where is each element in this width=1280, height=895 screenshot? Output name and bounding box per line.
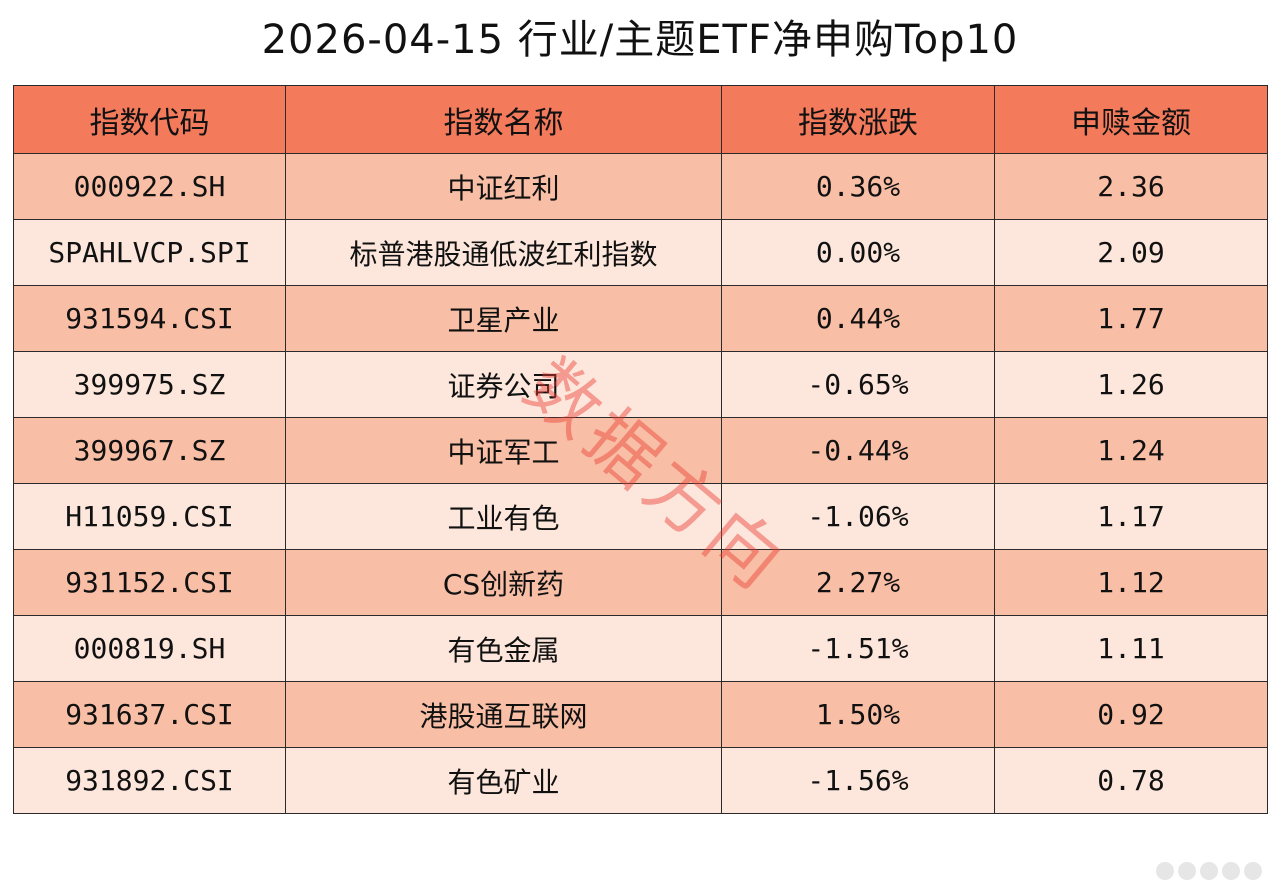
index-code-cell: 399967.SZ: [13, 417, 286, 484]
amount-cell: 1.26: [994, 351, 1268, 418]
index-name-cell: 港股通互联网: [285, 681, 722, 748]
index-change-cell: -1.06%: [721, 483, 995, 550]
index-change-cell: 1.50%: [721, 681, 995, 748]
amount-cell: 2.36: [994, 153, 1268, 220]
header-index-code: 指数代码: [13, 85, 286, 154]
amount-cell: 1.12: [994, 549, 1268, 616]
index-change-cell: 0.00%: [721, 219, 995, 286]
index-change-cell: 0.36%: [721, 153, 995, 220]
table-row: 931637.CSI 港股通互联网 1.50% 0.92: [13, 681, 1268, 748]
table-row: H11059.CSI 工业有色 -1.06% 1.17: [13, 483, 1268, 550]
table-row: 000922.SH 中证红利 0.36% 2.36: [13, 153, 1268, 220]
index-name-cell: 有色金属: [285, 615, 722, 682]
index-code-cell: 931637.CSI: [13, 681, 286, 748]
index-code-cell: H11059.CSI: [13, 483, 286, 550]
page-title: 2026-04-15 行业/主题ETF净申购Top10: [261, 17, 1019, 63]
dot-icon: [1156, 862, 1174, 880]
table-row: 399975.SZ 证券公司 -0.65% 1.26: [13, 351, 1268, 418]
index-change-cell: -0.44%: [721, 417, 995, 484]
amount-cell: 1.17: [994, 483, 1268, 550]
amount-cell: 1.24: [994, 417, 1268, 484]
table-row: 931152.CSI CS创新药 2.27% 1.12: [13, 549, 1268, 616]
index-code-cell: 000819.SH: [13, 615, 286, 682]
index-change-cell: -1.51%: [721, 615, 995, 682]
dot-icon: [1178, 862, 1196, 880]
index-name-cell: 中证军工: [285, 417, 722, 484]
index-name-cell: 标普港股通低波红利指数: [285, 219, 722, 286]
table-row: 000819.SH 有色金属 -1.51% 1.11: [13, 615, 1268, 682]
index-change-cell: -1.56%: [721, 747, 995, 814]
index-name-cell: 工业有色: [285, 483, 722, 550]
amount-cell: 2.09: [994, 219, 1268, 286]
corner-logo-mark: [1156, 861, 1262, 881]
index-code-cell: 931594.CSI: [13, 285, 286, 352]
table-row: 399967.SZ 中证军工 -0.44% 1.24: [13, 417, 1268, 484]
amount-cell: 0.92: [994, 681, 1268, 748]
amount-cell: 0.78: [994, 747, 1268, 814]
table-row: 931892.CSI 有色矿业 -1.56% 0.78: [13, 747, 1268, 814]
index-change-cell: 0.44%: [721, 285, 995, 352]
index-change-cell: 2.27%: [721, 549, 995, 616]
etf-table: 指数代码 指数名称 指数涨跌 申赎金额 000922.SH 中证红利 0.36%…: [13, 85, 1268, 814]
index-change-cell: -0.65%: [721, 351, 995, 418]
dot-icon: [1200, 862, 1218, 880]
index-name-cell: CS创新药: [285, 549, 722, 616]
dot-icon: [1222, 862, 1240, 880]
amount-cell: 1.11: [994, 615, 1268, 682]
index-name-cell: 卫星产业: [285, 285, 722, 352]
index-name-cell: 有色矿业: [285, 747, 722, 814]
table-header-row: 指数代码 指数名称 指数涨跌 申赎金额: [13, 85, 1268, 154]
index-name-cell: 中证红利: [285, 153, 722, 220]
index-code-cell: 000922.SH: [13, 153, 286, 220]
index-name-cell: 证券公司: [285, 351, 722, 418]
index-code-cell: 931152.CSI: [13, 549, 286, 616]
table-row: SPAHLVCP.SPI 标普港股通低波红利指数 0.00% 2.09: [13, 219, 1268, 286]
header-subscription-amount: 申赎金额: [994, 85, 1268, 154]
table-row: 931594.CSI 卫星产业 0.44% 1.77: [13, 285, 1268, 352]
index-code-cell: SPAHLVCP.SPI: [13, 219, 286, 286]
header-index-change: 指数涨跌: [721, 85, 995, 154]
header-index-name: 指数名称: [285, 85, 722, 154]
index-code-cell: 931892.CSI: [13, 747, 286, 814]
amount-cell: 1.77: [994, 285, 1268, 352]
index-code-cell: 399975.SZ: [13, 351, 286, 418]
dot-icon: [1244, 862, 1262, 880]
